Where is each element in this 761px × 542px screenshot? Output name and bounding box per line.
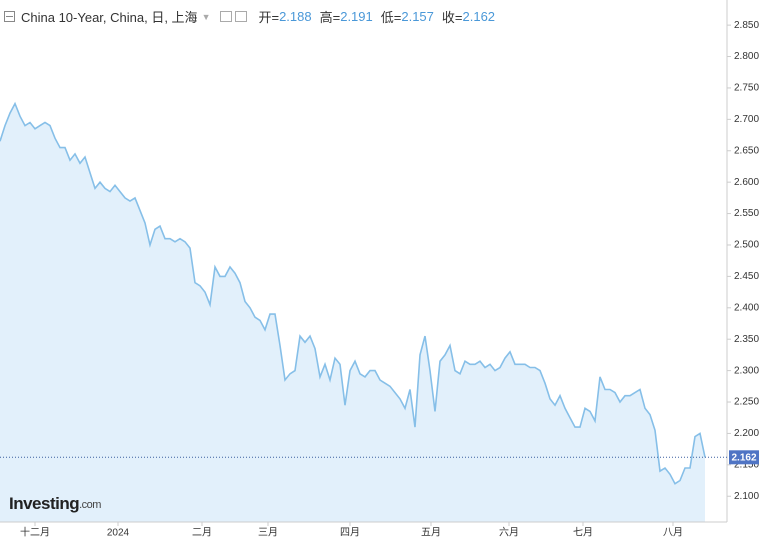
ohlc-value: 2.188 [279,9,312,24]
y-tick-label: 2.350 [734,334,759,345]
y-tick-label: 2.600 [734,177,759,188]
ohlc-label: 收= [441,10,463,25]
last-value-badge [729,450,759,465]
y-tick-label: 2.200 [734,428,759,439]
ohlc-value: 2.157 [401,9,434,24]
last-value-label: 2.162 [731,452,756,463]
x-tick-label: 七月 [573,527,593,539]
line [0,101,706,485]
logo-main: Investing [9,494,79,513]
ohlc-label: 高= [319,10,341,25]
logo-suffix: .com [79,499,101,511]
x-tick-label: 四月 [340,527,360,539]
y-tick-label: 2.100 [734,491,759,502]
ohlc-label: 开= [258,10,280,25]
area [0,103,705,522]
ohlc-value: 2.191 [340,9,373,24]
x-tick-label: 六月 [499,527,519,539]
y-tick-label: 2.550 [734,208,759,219]
x-tick-label: 五月 [421,527,441,539]
y-tick-label: 2.150 [734,459,759,470]
logo: Investing.com [9,494,101,513]
ohlc-value: 2.162 [462,9,496,24]
y-tick-label: 2.300 [734,365,759,376]
x-tick-label: 二月 [192,527,212,539]
y-tick-label: 2.700 [734,114,759,125]
y-tick-label: 2.250 [734,397,759,408]
y-tick-label: 2.450 [734,271,759,282]
y-tick-label: 2.400 [734,302,759,313]
ohlc-label: 低= [380,10,402,25]
x-tick-label: 三月 [258,527,278,539]
x-tick-label: 八月 [663,527,683,539]
x-tick-label: 2024 [107,528,130,539]
x-tick-label: 十二月 [20,526,50,539]
y-tick-label: 2.750 [734,83,759,94]
y-tick-label: 2.800 [734,51,759,62]
header: China 10-Year, China, 日, 上海 ▼ 开= 2.188 高= 2… [4,7,495,26]
y-tick-label: 2.850 [734,20,759,31]
y-tick-label: 2.650 [734,145,759,156]
y-tick-label: 2.500 [734,240,759,251]
chart-title: China 10-Year, China, 日, 上海 [21,10,198,25]
